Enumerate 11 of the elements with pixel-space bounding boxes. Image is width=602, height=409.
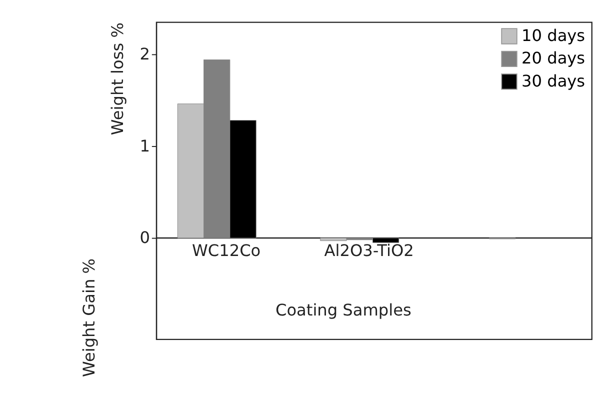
- text: Weight Gain %: [80, 258, 99, 377]
- legend-label: 20 days: [522, 48, 586, 68]
- legend-label: 30 days: [522, 71, 586, 90]
- legend-label: 10 days: [522, 26, 586, 45]
- x-axis-title: Coating Samples: [275, 300, 412, 320]
- x-tick-label: WC12Co: [192, 240, 261, 260]
- y-tick-label: 2: [140, 44, 150, 64]
- y-axis-title: Weight loss %: [108, 22, 127, 136]
- y-tick-label: 0: [140, 228, 150, 248]
- y-tick-label: 1: [140, 136, 150, 156]
- x-tick-label: Al2O3-TiO2: [324, 240, 414, 260]
